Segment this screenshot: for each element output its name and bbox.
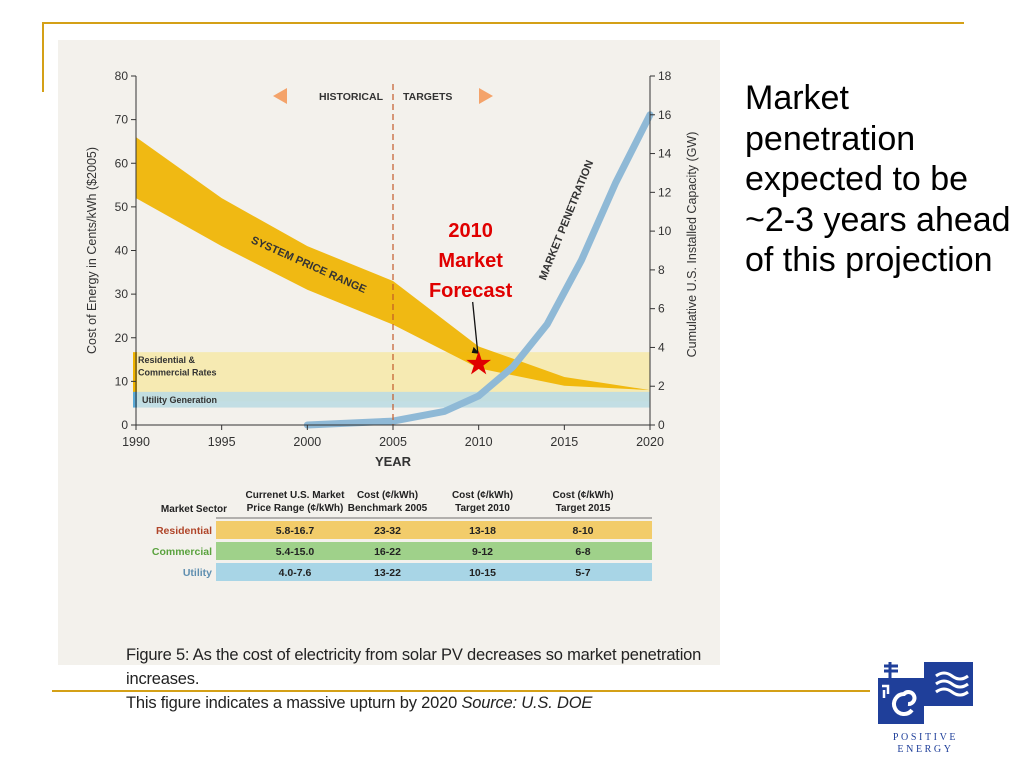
y2-axis-title: Cumulative U.S. Installed Capacity (GW) — [685, 132, 699, 358]
table-row-sector: Residential — [156, 525, 212, 537]
reference-band-1-marker — [133, 391, 137, 408]
forecast-pointer-head — [471, 346, 480, 354]
market-penetration-label: MARKET PENETRATION — [537, 159, 596, 282]
y2-tick-label: 12 — [658, 185, 672, 199]
forecast-label-line-1: Market — [438, 250, 503, 272]
table-header-4: Cost (¢/kWh) — [552, 490, 613, 501]
table-cell: 4.0-7.6 — [279, 567, 312, 579]
y-tick-label: 0 — [121, 418, 128, 432]
x-tick-label: 2010 — [465, 435, 493, 449]
reference-band-1-label: Utility Generation — [142, 395, 217, 405]
y2-tick-label: 0 — [658, 418, 665, 432]
historical-arrow — [273, 88, 287, 104]
table-cell: 13-18 — [469, 525, 496, 537]
forecast-label-line-0: 2010 — [448, 220, 493, 242]
table-header-3: Target 2010 — [455, 503, 510, 514]
table-cell: 16-22 — [374, 546, 401, 558]
table-cell: 13-22 — [374, 567, 401, 579]
table-cell: 5.8-16.7 — [276, 525, 315, 537]
y-tick-label: 40 — [115, 244, 129, 258]
chart-figure: Residential & Commercial Rates Utility Gen… — [58, 40, 720, 712]
targets-label: TARGETS — [403, 91, 452, 103]
forecast-label-line-2: Forecast — [429, 280, 513, 302]
y2-tick-label: 14 — [658, 147, 672, 161]
positive-energy-logo: POSITIVE ENERGY — [878, 662, 973, 762]
table-cell: 8-10 — [572, 525, 593, 537]
table-cell: 5.4-15.0 — [276, 546, 315, 558]
historical-label: HISTORICAL — [319, 91, 384, 103]
logo-line-2: ENERGY — [897, 744, 954, 755]
table-row-bg — [216, 542, 652, 560]
y-tick-label: 80 — [115, 69, 129, 83]
y-tick-label: 20 — [115, 331, 129, 345]
y2-tick-label: 4 — [658, 340, 665, 354]
x-tick-label: 1995 — [208, 435, 236, 449]
y-tick-label: 60 — [115, 156, 129, 170]
y-tick-label: 50 — [115, 200, 129, 214]
x-tick-label: 2020 — [636, 435, 664, 449]
table-header-4: Target 2015 — [556, 503, 611, 514]
x-tick-label: 1990 — [122, 435, 150, 449]
table-row-sector: Commercial — [152, 546, 212, 558]
y2-tick-label: 6 — [658, 302, 665, 316]
table-header-3: Cost (¢/kWh) — [452, 490, 513, 501]
table-header-1: Currenet U.S. Market — [246, 490, 346, 501]
table-cell: 10-15 — [469, 567, 496, 579]
table-row-bg — [216, 521, 652, 539]
y2-tick-label: 18 — [658, 69, 672, 83]
reference-band-0-label-a: Residential & — [138, 355, 196, 365]
side-note: Market penetration expected to be ~2-3 y… — [745, 79, 1011, 279]
x-tick-label: 2015 — [550, 435, 578, 449]
table-cell: 9-12 — [472, 546, 493, 558]
bottom-rule — [52, 690, 870, 692]
table-cell: 6-8 — [575, 546, 590, 558]
caption-line-1: Figure 5: As the cost of electricity fro… — [126, 646, 702, 688]
market-penetration-line — [303, 111, 654, 429]
chart-svg: Residential & Commercial Rates Utility Gen… — [85, 69, 699, 581]
targets-arrow — [479, 88, 493, 104]
reference-band-0-marker — [133, 352, 137, 402]
x-tick-label: 2000 — [293, 435, 321, 449]
forecast-star-icon — [466, 350, 491, 375]
x-tick-label: 2005 — [379, 435, 407, 449]
caption-source: Source: U.S. DOE — [461, 694, 593, 712]
logo-line-1: POSITIVE — [892, 732, 959, 743]
table-row-bg — [216, 563, 652, 581]
left-rule — [42, 22, 44, 92]
forecast-pointer-line — [472, 301, 479, 352]
table-cell: 5-7 — [575, 567, 590, 579]
top-rule — [42, 22, 964, 24]
table-row-sector: Utility — [183, 567, 212, 579]
y2-tick-label: 2 — [658, 379, 665, 393]
table-header-2: Benchmark 2005 — [348, 503, 428, 514]
caption-line-2: This figure indicates a massive upturn b… — [126, 691, 766, 715]
y-tick-label: 30 — [115, 287, 129, 301]
y2-tick-label: 10 — [658, 224, 672, 238]
caption-line-2-text: This figure indicates a massive upturn b… — [126, 694, 462, 712]
y-tick-label: 10 — [115, 374, 129, 388]
table-header-0: Market Sector — [161, 504, 227, 515]
reference-band-0-label-b: Commercial Rates — [138, 368, 217, 378]
table-header-2: Cost (¢/kWh) — [357, 490, 418, 501]
y-axis-title: Cost of Energy in Cents/kWh ($2005) — [85, 147, 99, 354]
y-tick-label: 70 — [115, 113, 129, 127]
figure-caption: Figure 5: As the cost of electricity fro… — [126, 643, 766, 715]
table-cell: 23-32 — [374, 525, 401, 537]
x-axis-title: YEAR — [375, 454, 412, 469]
y2-tick-label: 16 — [658, 108, 672, 122]
y2-tick-label: 8 — [658, 263, 665, 277]
table-header-1: Price Range (¢/kWh) — [247, 503, 344, 514]
logo-icon — [878, 662, 973, 724]
logo-text: POSITIVE ENERGY — [878, 732, 973, 756]
